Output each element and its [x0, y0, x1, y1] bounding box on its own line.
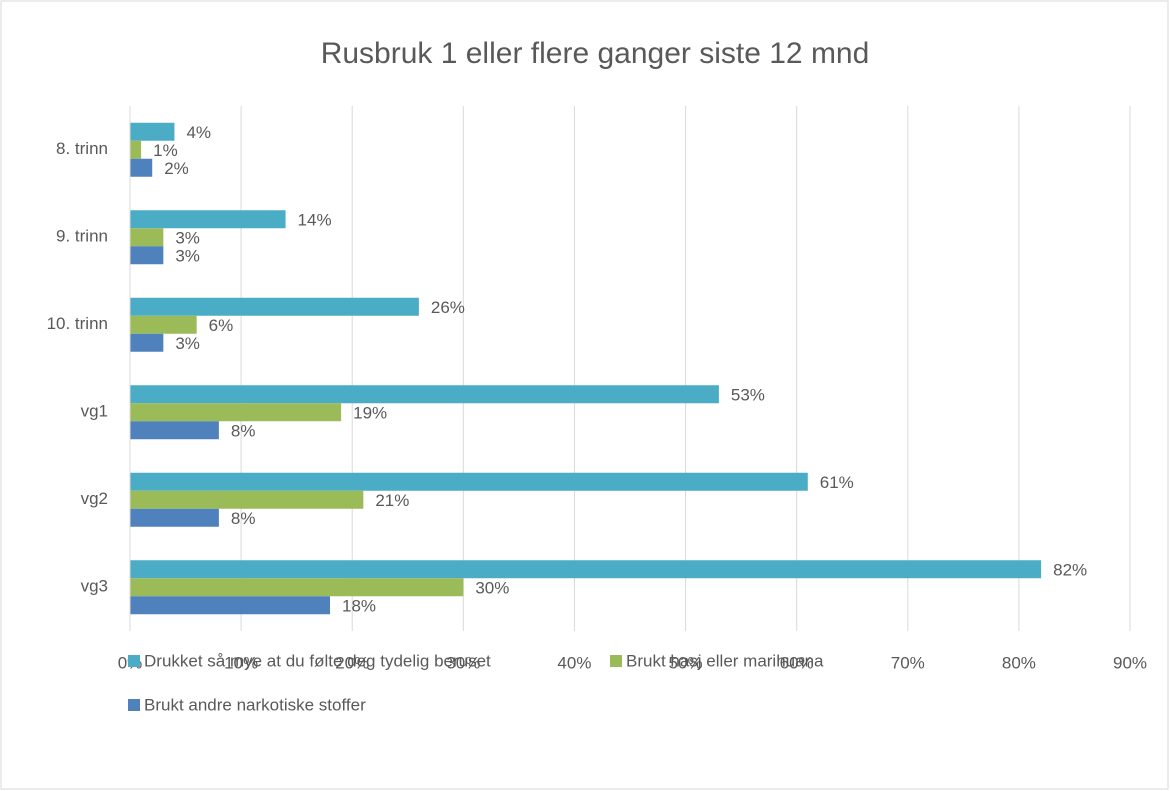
x-tick-label: 10% — [224, 653, 258, 672]
bar — [130, 472, 808, 491]
data-label: 8% — [231, 509, 256, 528]
y-tick-label: vg1 — [81, 402, 108, 421]
y-tick-label: vg2 — [81, 489, 108, 508]
legend-label: Brukt hasj eller marihuana — [626, 651, 824, 670]
data-label: 3% — [175, 229, 200, 248]
data-label: 8% — [231, 422, 256, 441]
bar — [130, 315, 197, 334]
bar — [130, 421, 219, 440]
data-label: 21% — [375, 491, 409, 510]
data-label: 3% — [175, 247, 200, 266]
bar — [130, 333, 164, 352]
y-tick-label: vg3 — [81, 577, 108, 596]
data-label: 26% — [431, 298, 465, 317]
legend-swatch — [128, 699, 140, 711]
data-label: 14% — [298, 211, 332, 230]
bar — [130, 210, 286, 229]
legend-label: Drukket så mye at du følte deg tydelig b… — [144, 651, 491, 670]
bar — [130, 140, 142, 159]
data-label: 53% — [731, 386, 765, 405]
bar — [130, 508, 219, 527]
x-tick-label: 40% — [557, 653, 591, 672]
x-tick-label: 80% — [1002, 653, 1036, 672]
data-label: 30% — [475, 579, 509, 598]
y-tick-label: 9. trinn — [56, 227, 108, 246]
x-tick-label: 70% — [891, 653, 925, 672]
bar — [130, 122, 175, 141]
bar — [130, 578, 464, 597]
x-tick-label: 60% — [780, 653, 814, 672]
bar — [130, 403, 342, 422]
data-label: 2% — [164, 159, 189, 178]
x-tick-label: 20% — [335, 653, 369, 672]
bar — [130, 228, 164, 247]
data-label: 61% — [820, 473, 854, 492]
legend-swatch — [128, 655, 140, 667]
data-label: 4% — [186, 123, 211, 142]
chart-title: Rusbruk 1 eller flere ganger siste 12 mn… — [321, 37, 870, 70]
x-tick-label: 50% — [669, 653, 703, 672]
bar — [130, 385, 719, 404]
data-label: 3% — [175, 334, 200, 353]
legend-label: Brukt andre narkotiske stoffer — [144, 695, 366, 714]
y-tick-label: 8. trinn — [56, 139, 108, 158]
data-label: 19% — [353, 404, 387, 423]
data-label: 1% — [153, 141, 178, 160]
bar — [130, 596, 330, 615]
bar — [130, 490, 364, 509]
x-tick-label: 30% — [446, 653, 480, 672]
bar — [130, 297, 419, 316]
legend-swatch — [610, 655, 622, 667]
bar — [130, 246, 164, 265]
bar — [130, 158, 153, 177]
data-label: 18% — [342, 597, 376, 616]
data-label: 6% — [209, 316, 234, 335]
bar — [130, 560, 1042, 579]
y-tick-label: 10. trinn — [47, 314, 108, 333]
x-tick-label: 90% — [1113, 653, 1147, 672]
data-label: 82% — [1053, 561, 1087, 580]
